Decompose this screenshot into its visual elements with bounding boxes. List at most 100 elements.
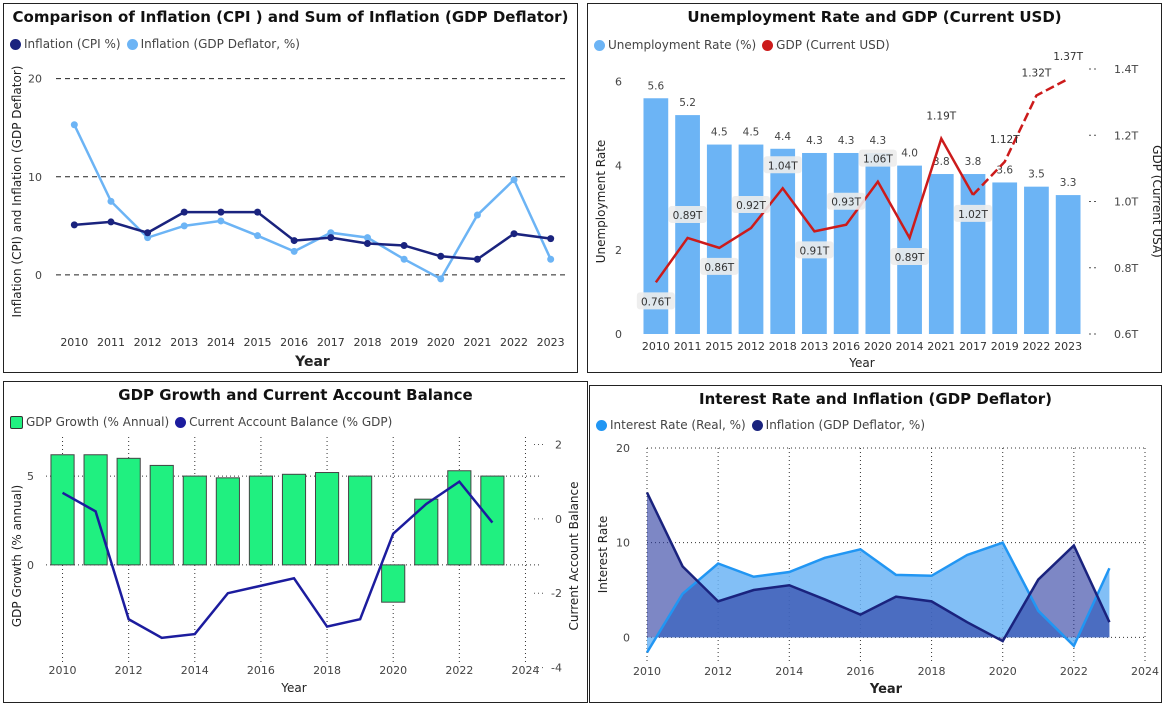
x-tick-label: 2010 [49, 664, 77, 677]
bar-data-label: 4.3 [806, 135, 823, 147]
series-line [645, 491, 1111, 643]
x-tick-label: 2022 [1060, 665, 1088, 678]
x-tick-label: 2013 [800, 340, 828, 353]
legend-label: Interest Rate (Real, %) [610, 418, 746, 432]
data-point [217, 208, 225, 216]
data-point [547, 255, 555, 263]
x-tick-label: 2017 [317, 336, 345, 349]
line-data-label: 1.02T [958, 209, 988, 221]
y-tick-label: 10 [28, 171, 42, 184]
data-point [254, 232, 262, 240]
bar [675, 115, 700, 334]
x-tick-label: 2019 [390, 336, 418, 349]
y-tick-label: 0 [35, 269, 42, 282]
data-point [327, 229, 335, 237]
x-tick-label: 2021 [927, 340, 955, 353]
data-point [290, 247, 298, 255]
unemployment-gdp-chart: 0 2 4 6 0.6T 0.8T 1.0T 1.2T 1.4T 5.6 5.2 4.5 4.5 4.4 4… [594, 51, 1161, 370]
y-tick-label: 10 [616, 537, 630, 550]
legend-item-deflator[interactable]: Inflation (GDP Deflator, %) [126, 37, 300, 51]
data-point [437, 252, 445, 260]
data-point [400, 241, 408, 249]
legend-marker [126, 38, 138, 50]
line-data-label-box [954, 204, 992, 222]
series-line [73, 124, 552, 281]
legend-marker [175, 416, 187, 428]
legend-item-deflator[interactable]: Inflation (GDP Deflator, %) [751, 418, 925, 432]
legend-label: Inflation (CPI %) [24, 37, 121, 51]
line-data-label: 1.32T [1022, 68, 1052, 80]
bar [706, 144, 732, 334]
legend-marker [762, 39, 774, 51]
y-tick-label: 20 [616, 442, 630, 455]
chart-legend: Inflation (CPI %) Inflation (GDP Deflato… [10, 37, 300, 51]
line-data-label-box [890, 247, 929, 265]
line-data-label-box [732, 196, 770, 213]
line-data-label: 1.04T [768, 160, 798, 172]
inflation-line-chart: 0 10 20 2010 2011 2012 2013 2014 2015 2016 2017 201… [10, 66, 569, 370]
x-tick-label: 2016 [846, 665, 874, 678]
x-tick-label: 2019 [991, 340, 1019, 353]
legend-item-current-account[interactable]: Current Account Balance (% GDP) [175, 415, 392, 429]
legend-marker [751, 419, 763, 431]
data-point [107, 197, 115, 205]
bar [281, 473, 307, 566]
series-line [645, 541, 1111, 654]
bar [83, 454, 108, 566]
x-tick-label: 2012 [115, 664, 143, 677]
legend-item-unemployment[interactable]: Unemployment Rate (%) [594, 38, 756, 52]
x-tick-label: 2012 [704, 665, 732, 678]
x-tick-label: 2018 [313, 664, 341, 677]
legend-item-cpi[interactable]: Inflation (CPI %) [10, 37, 121, 51]
bar [348, 475, 373, 566]
x-tick-label: 2014 [207, 336, 235, 349]
x-tick-label: 2018 [769, 340, 797, 353]
series-line-dashed [972, 77, 1069, 196]
y-tick-label: 4 [615, 160, 622, 173]
y-tick-label: 0 [27, 559, 34, 572]
x-tick-label: 2011 [674, 340, 702, 353]
legend-label: GDP Growth (% Annual) [26, 415, 170, 429]
bar [215, 477, 240, 566]
series-line [61, 479, 494, 640]
bar-data-label: 4.3 [838, 135, 855, 147]
y2-tick-label: 1.2T [1114, 129, 1138, 142]
y-tick-label: 6 [615, 75, 622, 88]
x-tick-label: 2020 [989, 665, 1017, 678]
legend-marker [596, 419, 607, 431]
bar-data-label: 3.5 [1028, 169, 1045, 181]
legend-label: Unemployment Rate (%) [608, 38, 757, 52]
chart-title: Unemployment Rate and GDP (Current USD) [687, 8, 1062, 26]
x-axis-title: Year [848, 356, 874, 370]
y2-tick-label: 0 [555, 513, 562, 526]
legend-item-interest[interactable]: Interest Rate (Real, %) [596, 418, 746, 432]
x-tick-label: 2020 [864, 340, 892, 353]
bar-data-label: 3.8 [965, 156, 982, 168]
y-tick-label: 20 [28, 73, 42, 86]
x-tick-label: 2022 [445, 664, 473, 677]
data-point [290, 237, 298, 245]
line-data-label: 1.06T [863, 154, 893, 166]
data-point [180, 222, 188, 230]
line-data-label: 0.89T [895, 252, 925, 264]
chart-title: GDP Growth and Current Account Balance [118, 386, 473, 404]
legend-item-gdp[interactable]: GDP (Current USD) [762, 38, 890, 52]
y-tick-label: 5 [27, 470, 34, 483]
data-point [510, 230, 518, 238]
y2-tick-label: -4 [551, 662, 562, 675]
legend-item-gdp-growth[interactable]: GDP Growth (% Annual) [10, 415, 169, 429]
data-point [70, 121, 78, 129]
x-tick-label: 2010 [642, 340, 670, 353]
bar-data-label: 4.0 [901, 148, 918, 160]
x-tick-label: 2022 [500, 336, 528, 349]
y-tick-label: 2 [615, 244, 622, 257]
x-tick-label: 2024 [1131, 665, 1159, 678]
legend-marker [10, 38, 21, 50]
y-tick-label: 0 [615, 328, 622, 341]
line-data-label: 0.92T [736, 200, 766, 212]
y2-axis-title: Current Account Balance [567, 481, 581, 630]
x-tick-label: 2018 [353, 336, 381, 349]
line-data-label: 1.37T [1053, 51, 1083, 63]
interest-inflation-chart: 2010 2012 2014 2016 2018 2020 2022 2024 0 10 20 Yea… [596, 442, 1159, 697]
bar [149, 464, 174, 566]
